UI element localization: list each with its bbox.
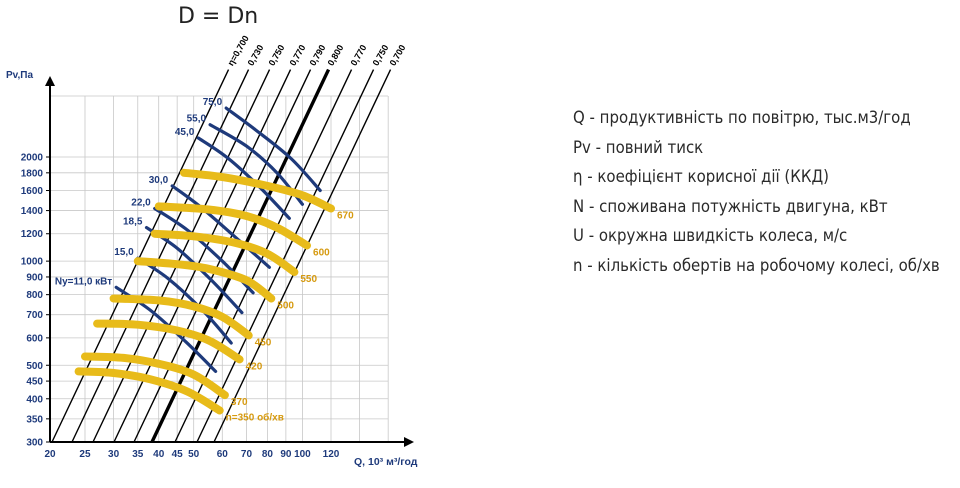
speed-label: 600 — [313, 247, 330, 258]
efficiency-label: 0,790 — [308, 43, 328, 68]
y-tick-label: 350 — [26, 414, 43, 425]
legend-line: Q - продуктивність по повітрю, тыс.м3/го… — [573, 108, 911, 128]
y-tick-label: 700 — [26, 310, 43, 321]
power-label: 30,0 — [149, 175, 169, 186]
power-label: 15,0 — [114, 247, 134, 258]
speed-label: 670 — [337, 210, 354, 221]
power-label: 22,0 — [131, 197, 151, 208]
y-tick-label: 2000 — [21, 153, 44, 164]
legend-line: η - коефіцієнт корисної дії (ККД) — [573, 167, 830, 188]
power-label: Ny=11,0 кВт — [55, 276, 112, 287]
x-tick-label: 20 — [44, 449, 56, 460]
legend-line: Pv - повний тиск — [573, 137, 704, 158]
speed-curve — [81, 352, 229, 400]
efficiency-line — [213, 69, 392, 443]
y-tick-label: 450 — [26, 377, 43, 388]
y-tick-label: 1400 — [21, 206, 44, 217]
power-curve — [170, 184, 271, 269]
power-label: 45,0 — [175, 127, 195, 138]
efficiency-label: 0,770 — [349, 43, 369, 68]
power-label: 55,0 — [187, 114, 207, 125]
x-tick-label: 25 — [79, 449, 91, 460]
x-tick-label: 70 — [241, 449, 253, 460]
speed-label: 420 — [246, 361, 263, 372]
power-curves: 75,0 55,0 45,0 30,0 22,0 18,5 15,0 Ny=11,0 кВт — [55, 97, 322, 373]
x-tick-label: 80 — [262, 449, 274, 460]
speed-curve — [150, 229, 299, 276]
x-tick-label: 30 — [108, 449, 120, 460]
speed-curve — [180, 168, 335, 213]
axes — [45, 76, 414, 447]
efficiency-line — [150, 68, 331, 443]
y-tick-label: 1200 — [21, 229, 44, 240]
speed-label: n=350 об/хв — [226, 411, 284, 423]
power-curve — [224, 106, 322, 193]
y-tick-label: 300 — [26, 438, 43, 449]
power-curve — [136, 256, 233, 345]
power-label: 75,0 — [203, 97, 223, 108]
speed-curve — [74, 367, 224, 415]
efficiency-label: 0,700 — [388, 43, 408, 68]
speed-curve — [93, 319, 244, 364]
speed-label: 550 — [300, 274, 317, 285]
y-tick-label: 800 — [26, 290, 43, 301]
efficiency-label: 0,750 — [371, 43, 391, 68]
y-tick-label: 400 — [26, 394, 43, 405]
efficiency-label: 0,770 — [288, 43, 308, 68]
efficiency-line — [92, 69, 271, 443]
efficiency-line — [196, 69, 375, 443]
x-tick-label: 100 — [294, 449, 311, 460]
efficiency-label: 0,800 — [326, 43, 346, 68]
chart-title: D = Dn — [178, 4, 259, 29]
y-tick-label: 900 — [26, 272, 43, 283]
power-curve — [196, 136, 291, 220]
speed-label: 500 — [277, 300, 294, 311]
speed-curves: 670 600 550 500 450 420 370 n=350 об/хв — [74, 168, 354, 423]
efficiency-label: 0,730 — [246, 43, 266, 68]
speed-label: 450 — [255, 337, 272, 348]
y-tick-label: 1600 — [21, 186, 44, 197]
efficiency-line — [71, 69, 250, 443]
tick-labels: 20 25 30 35 40 45 50 60 70 80 90 100 120 300 350 400 450… — [21, 153, 340, 461]
x-tick-label: 90 — [280, 449, 292, 460]
legend-line: N - споживана потужність двигуна, кВт — [573, 196, 888, 217]
x-tick-label: 40 — [153, 449, 165, 460]
y-tick-label: 1800 — [21, 168, 44, 179]
x-tick-label: 35 — [132, 449, 144, 460]
efficiency-label: 0,750 — [267, 43, 287, 68]
x-axis-label: Q, 10³ м³/год — [354, 456, 418, 468]
x-tick-label: 120 — [323, 449, 340, 460]
speed-curve — [133, 257, 276, 303]
power-label: 18,5 — [123, 217, 143, 228]
legend-line: U - окружна швидкість колеса, м/с — [573, 226, 848, 247]
legend-line: n - кількість обертів на робочому колесі… — [573, 255, 940, 276]
x-tick-label: 50 — [188, 449, 200, 460]
x-tick-label: 45 — [172, 449, 184, 460]
y-axis-label: Pv,Па — [6, 70, 33, 81]
y-tick-label: 1000 — [21, 257, 44, 268]
legend: Q - продуктивність по повітрю, тыс.м3/го… — [573, 104, 940, 282]
fan-performance-chart: 75,055,045,030,022,018,515,0Ny=11,0 кВт … — [6, 34, 418, 468]
y-tick-label: 500 — [26, 361, 43, 372]
efficiency-line — [51, 69, 230, 443]
speed-curve — [109, 294, 253, 340]
efficiency-lines — [51, 68, 392, 443]
speed-label: 370 — [231, 397, 248, 408]
y-tick-label: 600 — [26, 333, 43, 344]
x-tick-label: 60 — [217, 449, 229, 460]
speed-curve — [154, 202, 311, 250]
